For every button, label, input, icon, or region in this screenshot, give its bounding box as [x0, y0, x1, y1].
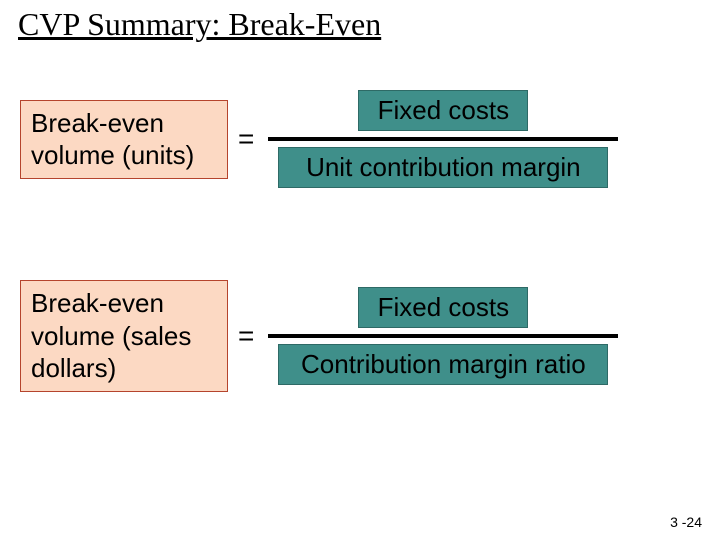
- denominator-unit-cm: Unit contribution margin: [278, 147, 608, 188]
- formula-break-even-units: Break-even volume (units) = Fixed costs …: [20, 90, 618, 188]
- fraction-line: [268, 137, 618, 141]
- slide-title: CVP Summary: Break-Even: [18, 6, 381, 43]
- fraction-units: Fixed costs Unit contribution margin: [268, 90, 618, 188]
- numerator-fixed-costs: Fixed costs: [358, 90, 528, 131]
- equals-sign: =: [238, 320, 254, 352]
- fraction-line: [268, 334, 618, 338]
- lhs-box-units: Break-even volume (units): [20, 100, 228, 179]
- numerator-fixed-costs: Fixed costs: [358, 287, 528, 328]
- lhs-box-dollars: Break-even volume (sales dollars): [20, 280, 228, 392]
- denominator-cm-ratio: Contribution margin ratio: [278, 344, 608, 385]
- fraction-dollars: Fixed costs Contribution margin ratio: [268, 287, 618, 385]
- equals-sign: =: [238, 123, 254, 155]
- slide: CVP Summary: Break-Even Break-even volum…: [0, 0, 720, 540]
- formula-break-even-dollars: Break-even volume (sales dollars) = Fixe…: [20, 280, 618, 392]
- page-number: 3 -24: [670, 514, 702, 530]
